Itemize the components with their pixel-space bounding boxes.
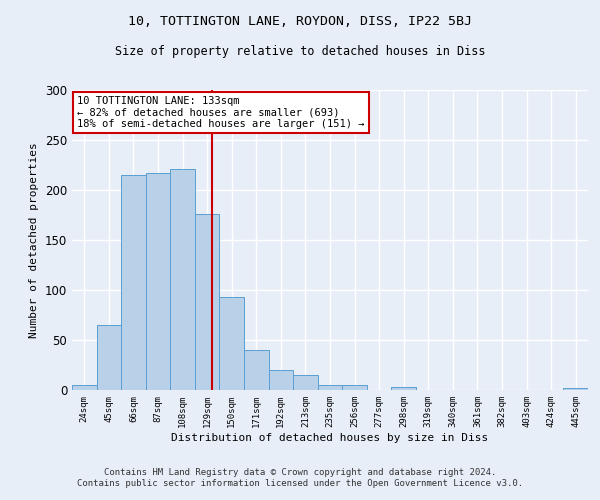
Bar <box>563 388 588 390</box>
Bar <box>318 385 342 390</box>
Y-axis label: Number of detached properties: Number of detached properties <box>29 142 40 338</box>
Text: Contains HM Land Registry data © Crown copyright and database right 2024.
Contai: Contains HM Land Registry data © Crown c… <box>77 468 523 487</box>
Bar <box>342 385 367 390</box>
Bar <box>72 385 97 390</box>
Bar <box>293 375 318 390</box>
Text: Size of property relative to detached houses in Diss: Size of property relative to detached ho… <box>115 45 485 58</box>
X-axis label: Distribution of detached houses by size in Diss: Distribution of detached houses by size … <box>172 432 488 442</box>
Bar <box>195 214 220 390</box>
Bar <box>97 325 121 390</box>
Bar <box>170 169 195 390</box>
Bar <box>269 370 293 390</box>
Text: 10, TOTTINGTON LANE, ROYDON, DISS, IP22 5BJ: 10, TOTTINGTON LANE, ROYDON, DISS, IP22 … <box>128 15 472 28</box>
Bar <box>244 350 269 390</box>
Bar <box>121 175 146 390</box>
Bar <box>146 173 170 390</box>
Text: 10 TOTTINGTON LANE: 133sqm
← 82% of detached houses are smaller (693)
18% of sem: 10 TOTTINGTON LANE: 133sqm ← 82% of deta… <box>77 96 365 129</box>
Bar <box>220 297 244 390</box>
Bar <box>391 387 416 390</box>
